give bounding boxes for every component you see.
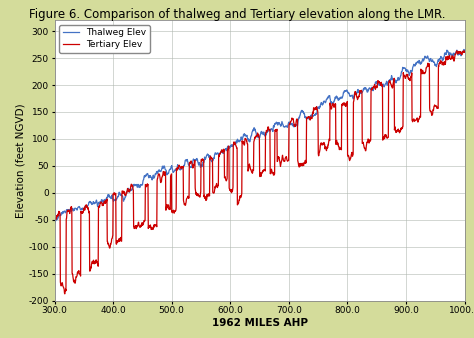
Thalweg Elev: [267, 128, 273, 132]
Thalweg Elev: [462, 49, 467, 53]
Line: Tertiary Elev: Tertiary Elev: [55, 51, 465, 294]
Tertiary Elev: [151, 225, 157, 229]
Tertiary Elev: [241, 143, 247, 147]
Tertiary Elev: [62, 292, 68, 296]
Thalweg Elev: [52, 221, 57, 225]
Thalweg Elev: [193, 158, 199, 162]
Tertiary Elev: [461, 49, 467, 53]
Thalweg Elev: [456, 52, 461, 56]
Line: Thalweg Elev: Thalweg Elev: [55, 49, 465, 223]
Tertiary Elev: [193, 192, 199, 196]
Thalweg Elev: [461, 47, 467, 51]
X-axis label: 1962 MILES AHP: 1962 MILES AHP: [211, 318, 308, 328]
Y-axis label: Elevation (feet NGVD): Elevation (feet NGVD): [16, 103, 26, 218]
Legend: Thalweg Elev, Tertiary Elev: Thalweg Elev, Tertiary Elev: [59, 25, 150, 53]
Tertiary Elev: [384, 136, 390, 140]
Thalweg Elev: [384, 83, 390, 87]
Tertiary Elev: [267, 127, 273, 131]
Tertiary Elev: [52, 218, 57, 222]
Tertiary Elev: [456, 49, 462, 53]
Thalweg Elev: [241, 133, 246, 137]
Thalweg Elev: [151, 176, 157, 180]
Text: Figure 6. Comparison of thalweg and Tertiary elevation along the LMR.: Figure 6. Comparison of thalweg and Tert…: [29, 8, 445, 21]
Tertiary Elev: [462, 50, 467, 54]
